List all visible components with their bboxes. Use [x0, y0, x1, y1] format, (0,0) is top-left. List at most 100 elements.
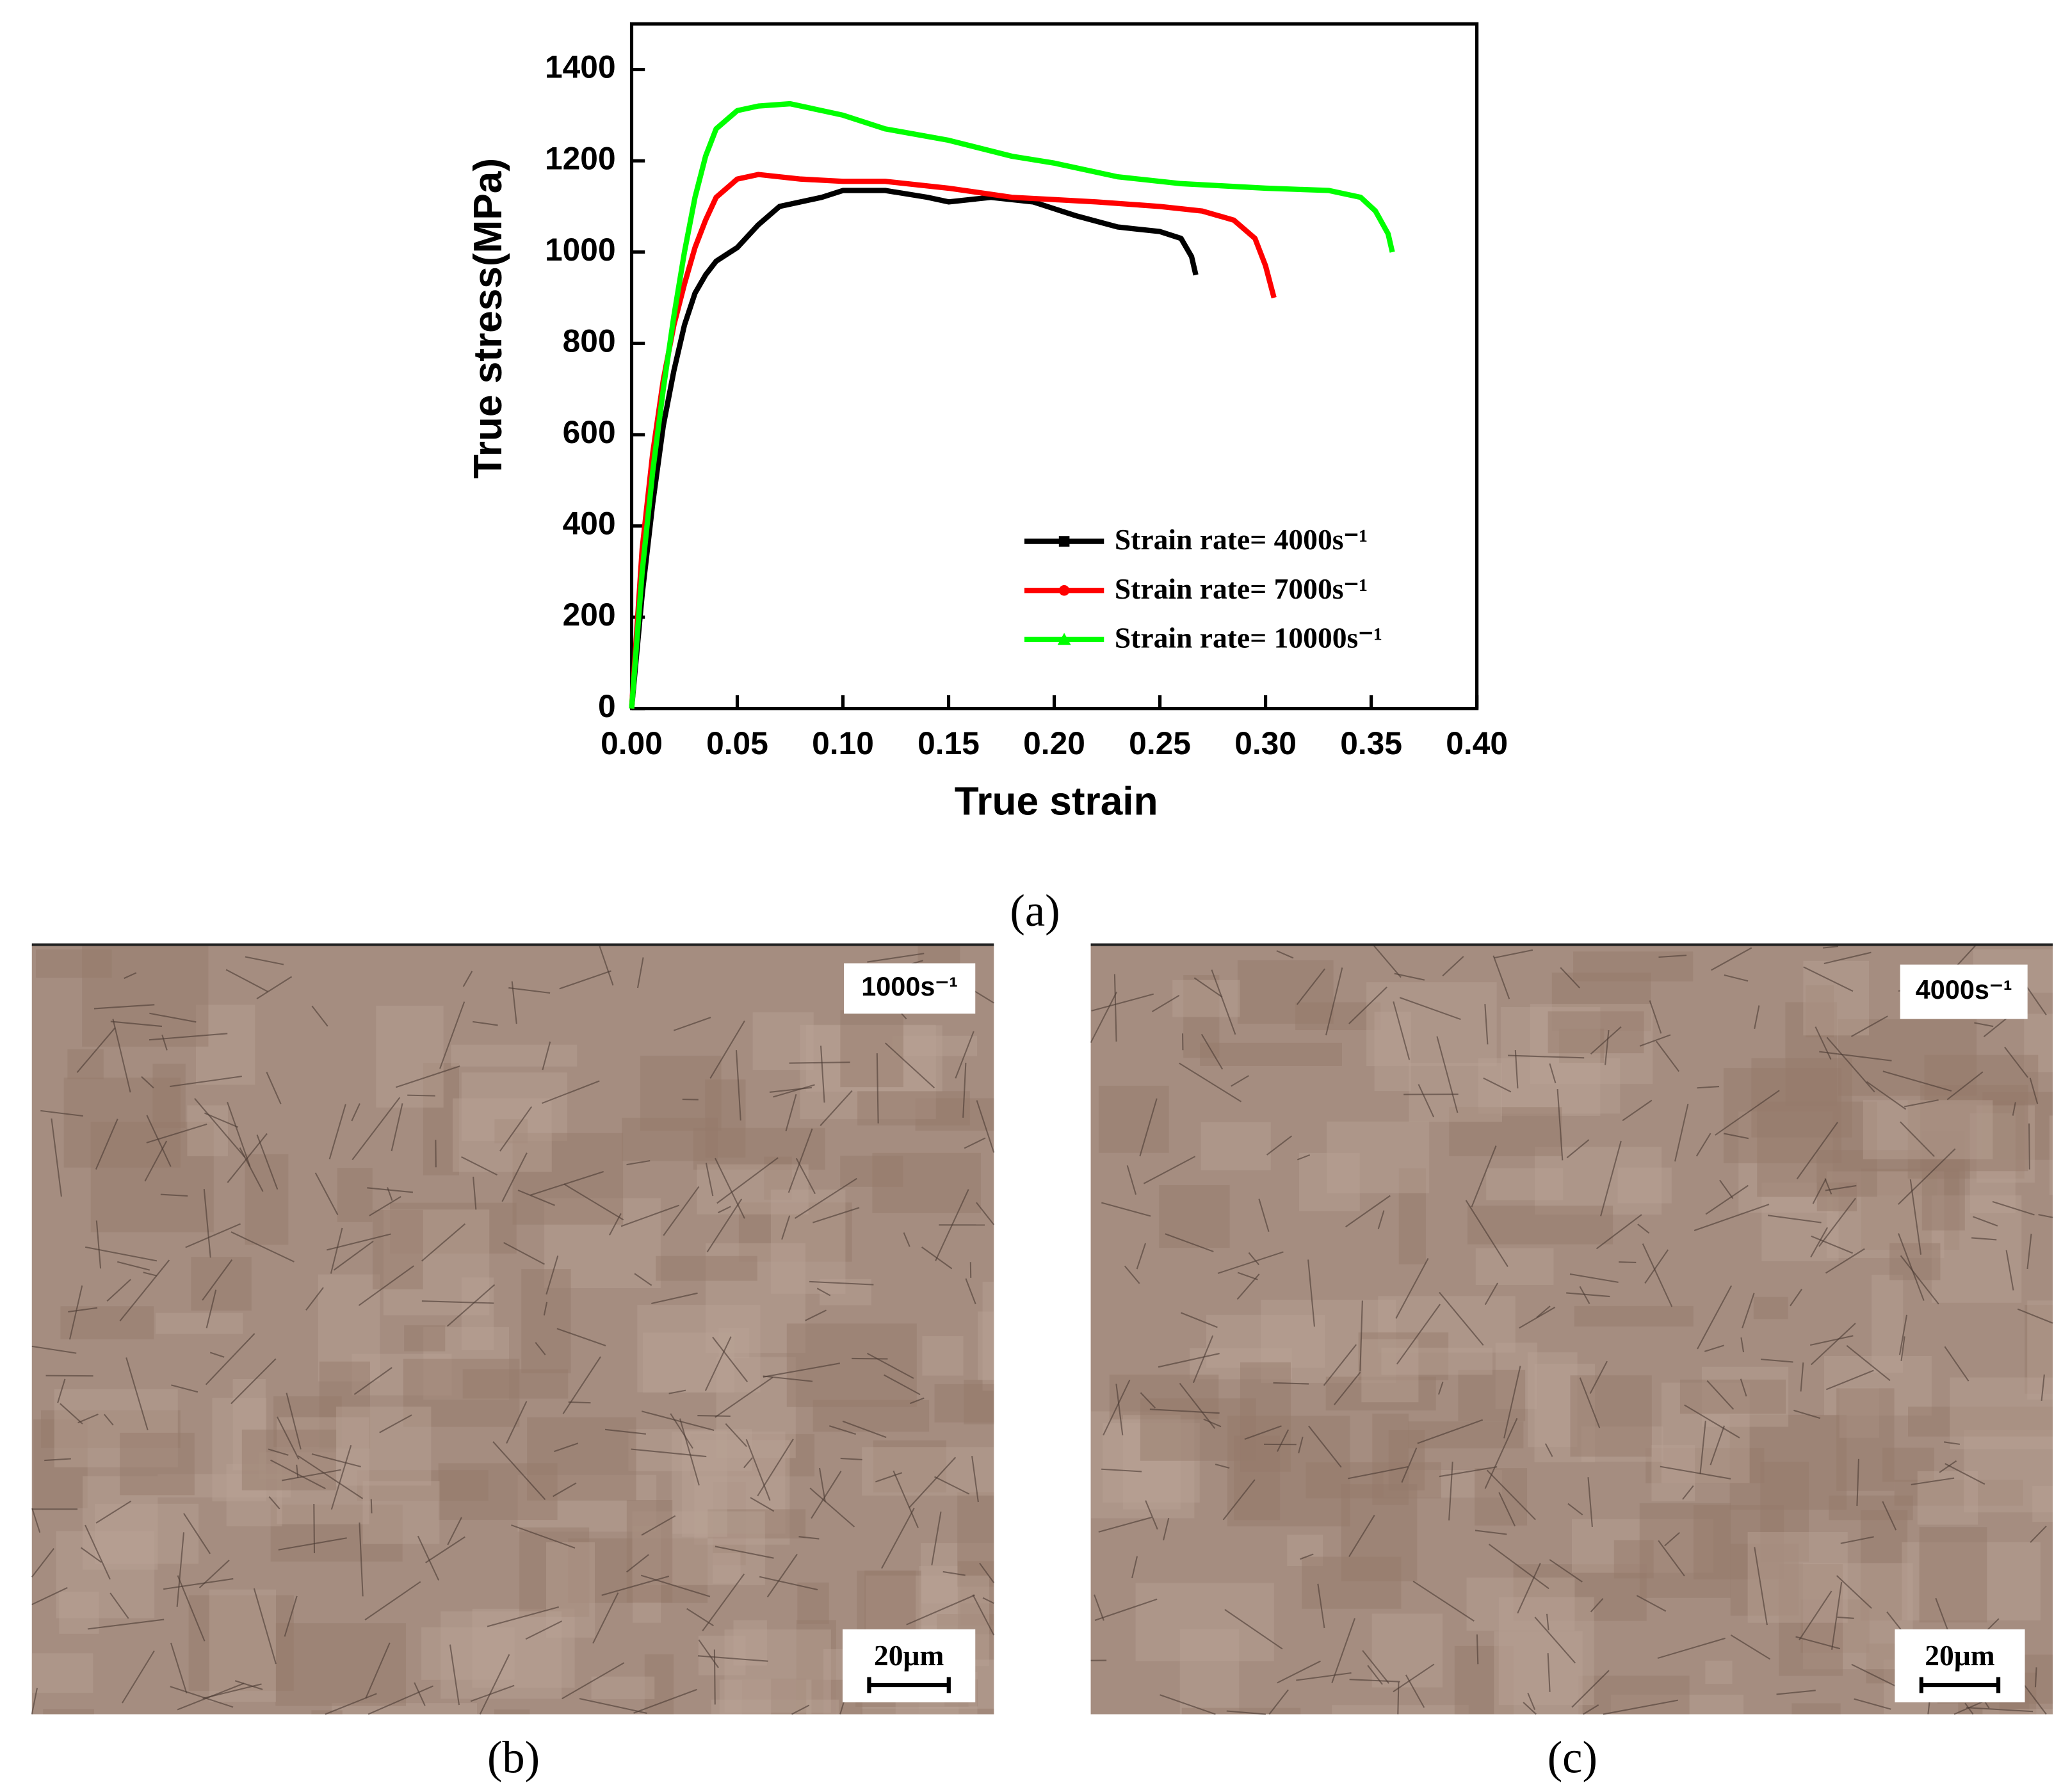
grain-boundary	[256, 1134, 279, 1190]
grain	[591, 1676, 655, 1699]
grain-boundary	[631, 1448, 707, 1458]
grain	[982, 1282, 994, 1391]
legend-label: Strain rate= 7000s⁻¹	[1115, 572, 1368, 605]
grain	[873, 1440, 946, 1493]
grain-boundary	[517, 1190, 555, 1206]
grain-boundary	[1704, 1344, 1724, 1352]
grain-boundary	[245, 956, 284, 965]
grain-boundary	[1160, 1694, 1216, 1715]
grain-boundary	[311, 1453, 361, 1467]
grain-boundary	[1793, 1409, 1821, 1419]
grain-boundary	[176, 1532, 185, 1607]
grain	[41, 1410, 181, 1448]
grain-boundary	[636, 957, 644, 989]
grain-boundary	[379, 1414, 412, 1433]
grain-boundary	[1754, 1005, 1760, 1029]
grain-boundary	[163, 1578, 234, 1590]
grain	[1495, 1343, 1538, 1409]
grain	[1570, 1375, 1652, 1457]
grain	[1639, 1503, 1731, 1598]
grain	[921, 1543, 994, 1604]
grain-boundary	[492, 1441, 546, 1500]
grain	[1381, 1347, 1492, 1375]
grain-boundary	[1436, 1036, 1459, 1113]
grain	[857, 1091, 970, 1126]
grain-boundary	[160, 1193, 188, 1197]
grain-boundary	[1140, 1392, 1156, 1409]
grain-boundary	[1825, 1184, 1857, 1191]
grain-boundary	[1475, 1530, 1507, 1535]
grain	[362, 1481, 440, 1544]
grain-boundary	[1222, 1479, 1256, 1521]
x-tick-label: 0.25	[1129, 725, 1191, 761]
grain-boundary	[1619, 1261, 1637, 1263]
grain	[2032, 1486, 2053, 1522]
grain	[1919, 1527, 1987, 1623]
scale-box	[843, 1629, 976, 1702]
grain-boundary	[1149, 1409, 1220, 1414]
grain-boundary	[1503, 1366, 1521, 1439]
grain-boundary	[1911, 1477, 1955, 1485]
grain	[1240, 1362, 1291, 1472]
grain-boundary	[2028, 1123, 2030, 1170]
grain-boundary	[1405, 1674, 1425, 1708]
grain	[1234, 1435, 1281, 1521]
grain	[1306, 1462, 1441, 1499]
grain-boundary	[641, 1410, 715, 1431]
grain-boundary	[1900, 1121, 1935, 1158]
grain	[1302, 1556, 1402, 1609]
panel-label: (c)	[1548, 1732, 1597, 1782]
grain-boundary	[1546, 1613, 1549, 1631]
grain-boundary	[358, 1265, 414, 1306]
grain-boundary	[1179, 1062, 1242, 1102]
grain	[1449, 1107, 1562, 1156]
y-tick-label: 800	[563, 323, 616, 359]
grain-boundary	[1258, 1199, 1270, 1232]
grain	[1645, 1448, 1765, 1483]
grain-boundary	[1113, 974, 1117, 1042]
grain-boundary	[1514, 1050, 1519, 1089]
grain-boundary	[743, 1457, 754, 1469]
grain	[1528, 1352, 1578, 1448]
y-tick-label: 1000	[545, 232, 616, 268]
grain-boundary	[447, 1517, 462, 1546]
grain-boundary	[286, 1392, 302, 1449]
grain	[43, 1709, 94, 1715]
grain-boundary	[1534, 1617, 1576, 1664]
grain-boundary	[704, 1336, 732, 1391]
grain-boundary	[314, 1172, 339, 1215]
grain-boundary	[1373, 944, 1402, 978]
grain-boundary	[1498, 1492, 1516, 1527]
grain-boundary	[1944, 1346, 1969, 1382]
grain-boundary	[716, 1157, 779, 1204]
grain-boundary	[1560, 967, 1580, 989]
grain	[1803, 960, 1870, 1036]
grain-boundary	[1268, 1689, 1289, 1715]
grain-boundary	[177, 1575, 206, 1642]
grain-boundary	[663, 1186, 700, 1236]
grain-boundary	[1163, 1517, 1170, 1540]
grain-boundary	[979, 1562, 995, 1583]
grain-boundary	[1297, 1154, 1311, 1161]
grain	[352, 1353, 452, 1396]
grain-boundary	[2026, 1233, 2032, 1270]
grain	[1261, 1300, 1396, 1384]
grain-boundary	[909, 1397, 925, 1405]
grain	[934, 1384, 994, 1423]
grain	[527, 1417, 636, 1501]
grain	[1803, 1563, 1913, 1670]
grain	[1982, 1709, 2053, 1715]
grain-boundary	[1723, 1133, 1749, 1140]
grain-boundary	[1348, 987, 1387, 1024]
grain	[423, 1327, 510, 1400]
grain-boundary	[1492, 955, 1510, 999]
grain	[1917, 1471, 1978, 1525]
grain-boundary	[31, 1586, 68, 1606]
grain-boundary	[1939, 1460, 1957, 1473]
grain	[188, 1595, 294, 1691]
grain-boundary	[1136, 1243, 1147, 1270]
grain-boundary	[903, 1232, 910, 1247]
grain-boundary	[1972, 1216, 1998, 1227]
grain-boundary	[414, 1682, 426, 1706]
grain	[1189, 1348, 1292, 1380]
